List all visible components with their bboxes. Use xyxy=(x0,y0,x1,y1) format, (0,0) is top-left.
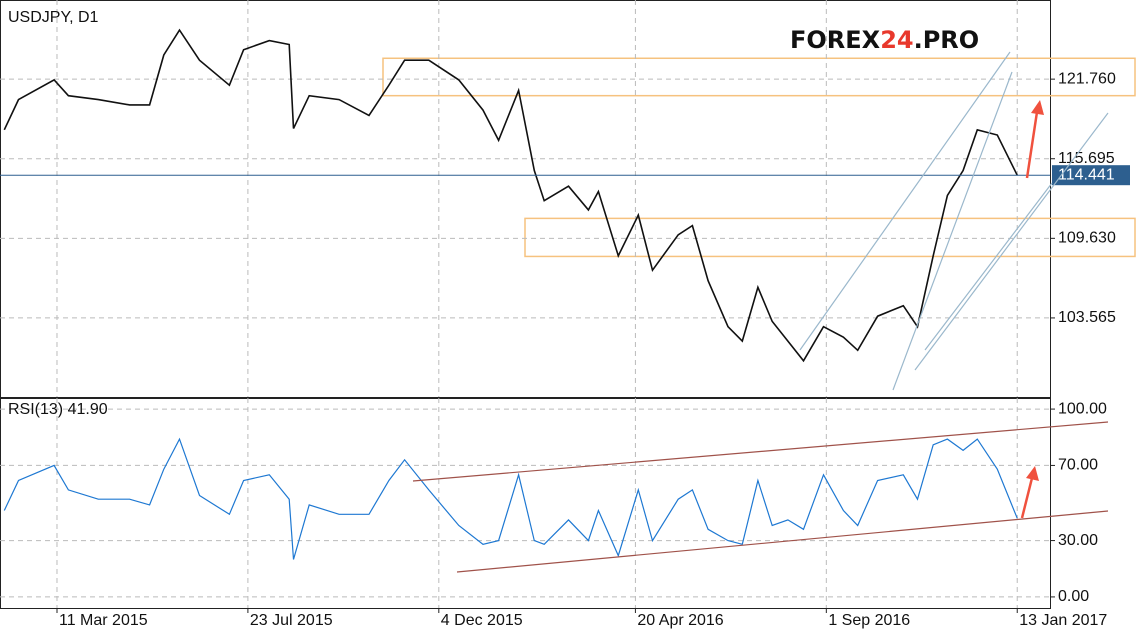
arrow xyxy=(1025,111,1039,179)
last-price-label: 114.441 xyxy=(1058,166,1115,183)
arrow xyxy=(1020,477,1034,519)
x-tick-label: 20 Apr 2016 xyxy=(637,612,723,629)
x-tick-label: 13 Jan 2017 xyxy=(1019,612,1107,629)
x-tick-label: 11 Mar 2015 xyxy=(59,612,148,629)
channel-line xyxy=(412,421,1109,482)
y-tick-label: 115.695 xyxy=(1058,150,1115,167)
rsi-channel xyxy=(412,421,1109,573)
x-tick-label: 1 Sep 2016 xyxy=(828,612,910,629)
y-tick-label: 103.565 xyxy=(1058,309,1116,326)
series-line xyxy=(3,28,1018,363)
arrow-head xyxy=(1026,466,1039,481)
trend-line xyxy=(924,182,1053,351)
zone xyxy=(382,57,1136,97)
series-line xyxy=(3,437,1018,560)
logo-part: 24 xyxy=(880,26,913,54)
y-tick-label: 100.00 xyxy=(1058,400,1107,417)
x-tick-label: 4 Dec 2015 xyxy=(441,612,523,629)
trend-line xyxy=(799,51,1011,351)
chart-title: USDJPY, D1 xyxy=(8,9,99,26)
rsi-frame xyxy=(0,398,1051,609)
trend-lines xyxy=(799,51,1109,391)
logo-part: .PRO xyxy=(914,26,980,54)
y-tick-label: 0.00 xyxy=(1058,588,1089,605)
logo: FOREX24.PRO xyxy=(790,26,979,54)
logo-part: FOREX xyxy=(790,26,881,54)
arrow-head xyxy=(1031,100,1044,115)
last-price-box xyxy=(1052,165,1130,186)
y-tick-label: 70.00 xyxy=(1058,457,1098,474)
trend-line xyxy=(914,112,1109,371)
trend-line xyxy=(892,71,1013,391)
rsi-title: RSI(13) 41.90 xyxy=(8,401,108,418)
y-tick-label: 30.00 xyxy=(1058,532,1098,549)
arrows xyxy=(1020,100,1044,519)
channel-line xyxy=(456,510,1109,573)
y-tick-label: 109.630 xyxy=(1058,230,1116,247)
price-frame xyxy=(0,0,1051,398)
x-tick-label: 23 Jul 2015 xyxy=(250,612,333,629)
zone xyxy=(524,217,1136,258)
y-tick-label: 121.760 xyxy=(1058,70,1116,87)
